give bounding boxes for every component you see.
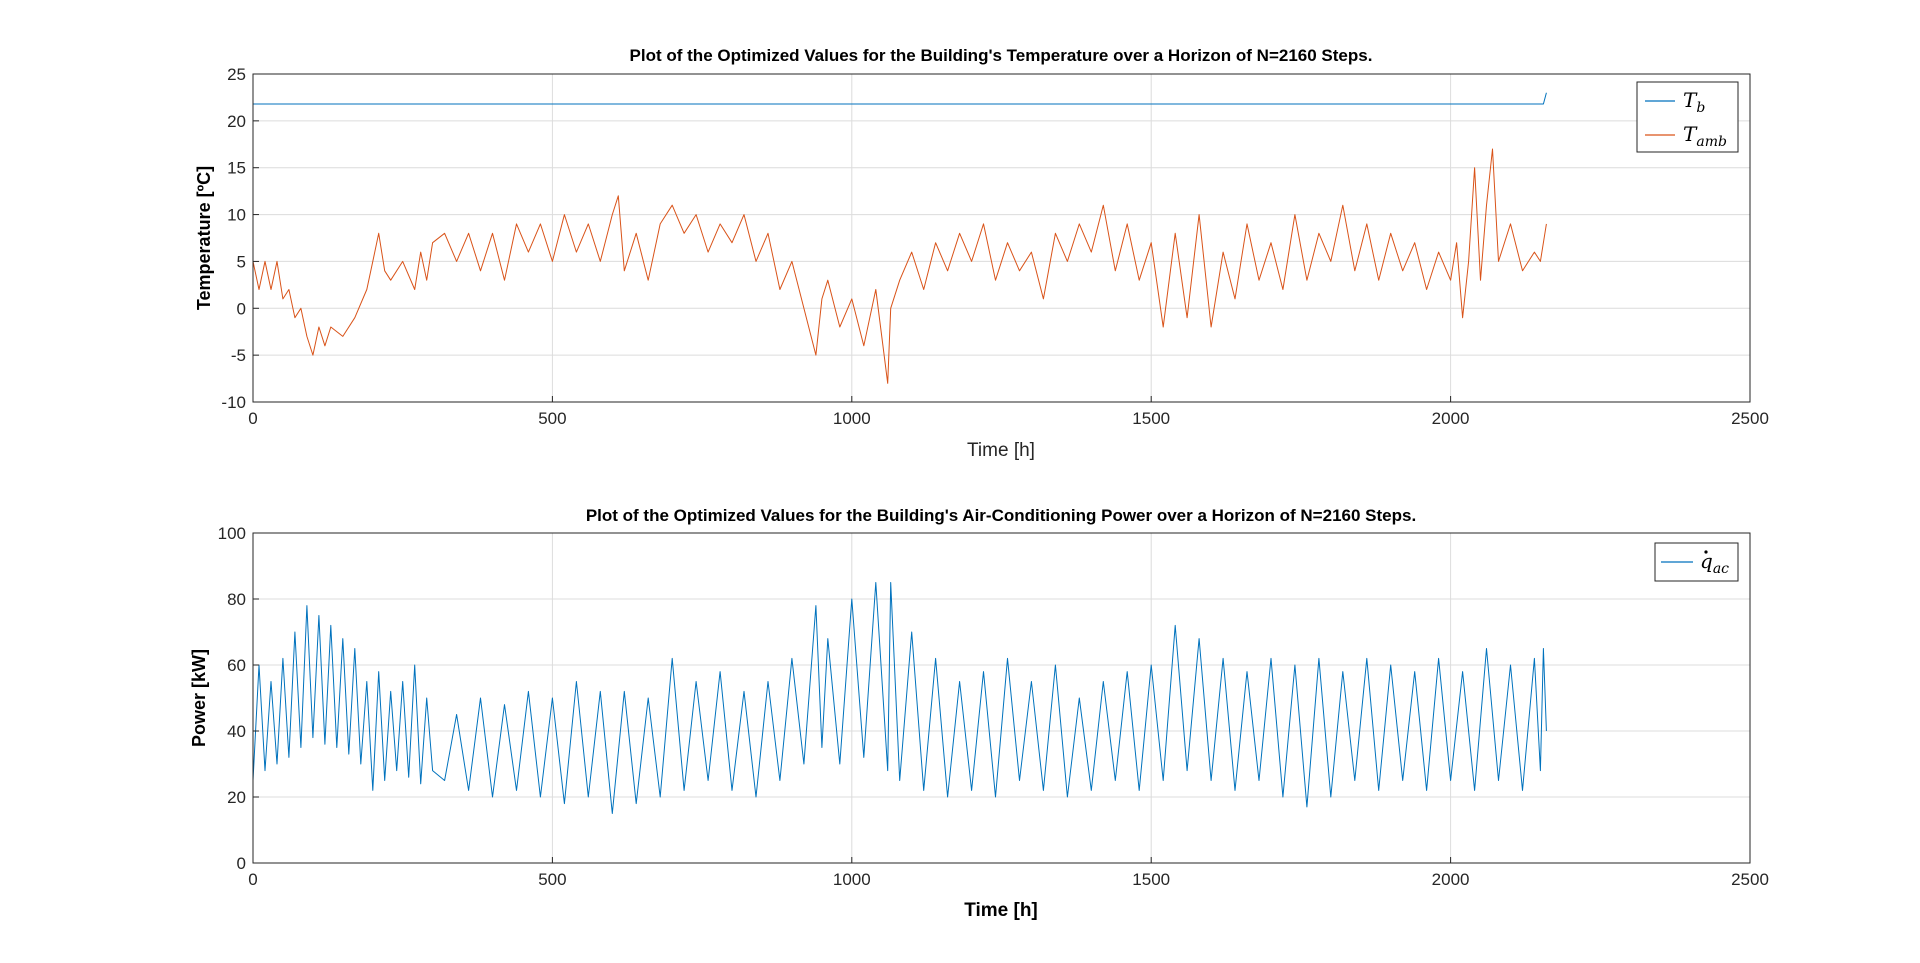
legend-label-tamb: Tamb [1683, 122, 1727, 150]
temperature-y-tick-label: 10 [227, 206, 246, 225]
legend-main-qac: q [1700, 549, 1713, 573]
legend-sub-tamb: amb [1696, 134, 1727, 150]
temperature-y-tick-label: 5 [237, 252, 246, 271]
power-y-tick-label: 40 [227, 722, 246, 741]
power-y-tick-label: 20 [227, 788, 246, 807]
power-y-tick-label: 60 [227, 656, 246, 675]
power-axes: 0 500 1000 1500 2000 2500 0 20 40 60 80 100 Plot of… [189, 506, 1769, 921]
temperature-chart-title: Plot of the Optimized Values for the Bui… [630, 46, 1373, 65]
power-x-tick-label: 500 [538, 870, 566, 889]
temperature-x-tick-label: 1500 [1132, 409, 1170, 428]
temperature-y-tick-label: 25 [227, 65, 246, 84]
power-chart-title: Plot of the Optimized Values for the Bui… [586, 506, 1416, 525]
power-legend: qac [1654, 542, 1739, 582]
temperature-y-tick-label: -10 [221, 393, 246, 412]
power-lines [252, 582, 1547, 814]
temperature-x-tick-label: 0 [248, 409, 257, 428]
legend-sub-tb: b [1696, 100, 1705, 116]
legend-main-tamb: T [1683, 122, 1698, 146]
temperature-y-tick-label: 0 [237, 299, 246, 318]
power-grid [252, 532, 1751, 864]
temperature-lines [252, 92, 1547, 384]
legend-label-qac: qac [1700, 549, 1729, 577]
temperature-y-tick-label: 15 [227, 159, 246, 178]
power-x-tick-label: 1500 [1132, 870, 1170, 889]
legend-sub-qac: ac [1713, 561, 1729, 577]
temperature-y-axis-label: Temperature [ºC] [194, 166, 214, 310]
power-series-q-ac [252, 582, 1547, 814]
legend-label-tb: Tb [1683, 88, 1705, 116]
legend-main-tb: T [1683, 88, 1698, 112]
temperature-series-t-b [253, 92, 1547, 105]
temperature-y-tick-label: -5 [231, 346, 246, 365]
temperature-legend-box [1636, 81, 1739, 153]
temperature-x-tick-label: 2000 [1432, 409, 1470, 428]
temperature-grid [252, 73, 1751, 403]
temperature-y-tick-label: 20 [227, 112, 246, 131]
power-x-tick-label: 1000 [833, 870, 871, 889]
power-y-tick-label: 0 [237, 854, 246, 873]
temperature-x-tick-label: 500 [538, 409, 566, 428]
temperature-tick-labels: 0 500 1000 1500 2000 2500 -10 -5 0 5 10 15 20 25 [221, 65, 1768, 428]
temperature-x-axis-label: Time [h] [967, 440, 1035, 461]
temperature-axes-box [252, 73, 1751, 403]
power-y-tick-label: 80 [227, 590, 246, 609]
power-x-tick-label: 2000 [1432, 870, 1470, 889]
power-y-axis-label: Power [kW] [189, 649, 209, 747]
power-tick-labels: 0 500 1000 1500 2000 2500 0 20 40 60 80 100 [218, 524, 1769, 889]
temperature-series-t-amb [252, 148, 1547, 384]
power-y-tick-label: 100 [218, 524, 246, 543]
legend-dot-qac [1704, 550, 1708, 554]
temperature-x-tick-label: 2500 [1731, 409, 1769, 428]
temperature-axes: 0 500 1000 1500 2000 2500 -10 -5 0 5 10 15 20 25 Plot… [194, 46, 1769, 461]
power-x-axis-label: Time [h] [964, 900, 1038, 921]
temperature-x-tick-label: 1000 [833, 409, 871, 428]
temperature-legend: Tb Tamb [1636, 81, 1739, 153]
power-x-tick-label: 2500 [1731, 870, 1769, 889]
power-x-tick-label: 0 [248, 870, 257, 889]
power-axes-box [252, 532, 1751, 864]
